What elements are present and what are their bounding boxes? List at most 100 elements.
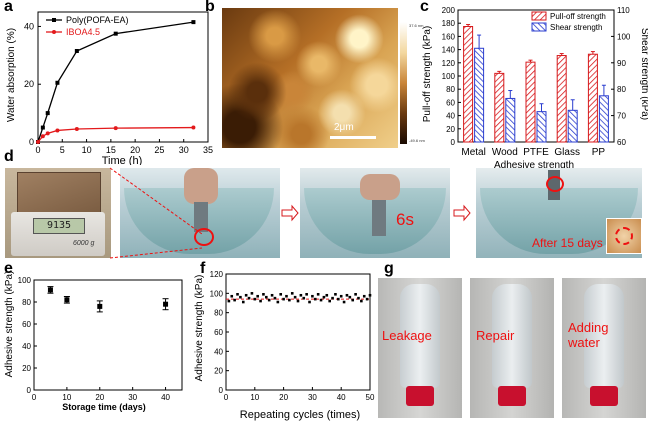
x-tick-label: 30 bbox=[128, 393, 137, 402]
x-tick-label: 30 bbox=[308, 393, 317, 402]
data-point bbox=[293, 295, 297, 299]
legend-label: Poly(POFA-EA) bbox=[66, 15, 129, 25]
legend-swatch bbox=[531, 22, 547, 32]
panel-label-d: d bbox=[4, 148, 14, 165]
data-point bbox=[256, 294, 259, 298]
y-tick-label: 40 bbox=[22, 342, 31, 351]
inset-photo bbox=[606, 218, 642, 254]
data-point bbox=[36, 140, 40, 144]
category-label: Glass bbox=[554, 147, 580, 158]
x-tick-label: 10 bbox=[250, 393, 259, 402]
panel-label-g: g bbox=[384, 260, 394, 277]
x-tick-label: 30 bbox=[179, 145, 189, 155]
y-right-tick-label: 90 bbox=[617, 59, 626, 68]
bottle-cap bbox=[406, 386, 434, 406]
scale-bar bbox=[330, 136, 376, 139]
y-tick-label: 120 bbox=[210, 270, 224, 279]
data-point bbox=[241, 300, 245, 304]
y-tick-label: 200 bbox=[442, 6, 456, 15]
data-point bbox=[191, 125, 196, 130]
legend-marker bbox=[52, 18, 56, 22]
data-point bbox=[259, 299, 262, 303]
data-point bbox=[345, 293, 349, 297]
highlight-circle bbox=[194, 228, 214, 246]
data-point bbox=[302, 296, 306, 300]
data-point bbox=[313, 297, 317, 301]
y-tick-label: 100 bbox=[18, 276, 32, 285]
y-tick-label: 120 bbox=[442, 59, 456, 68]
g-label-leakage: Leakage bbox=[382, 328, 432, 343]
y-right-tick-label: 70 bbox=[617, 112, 626, 121]
legend-label: IBOA4.5 bbox=[66, 27, 100, 37]
data-point bbox=[360, 299, 363, 303]
y-tick-label: 180 bbox=[442, 19, 456, 28]
bottle bbox=[400, 284, 440, 388]
y-tick-label: 40 bbox=[446, 112, 455, 121]
pull-off-bar bbox=[463, 26, 474, 143]
data-point bbox=[308, 300, 311, 304]
pull-off-bar bbox=[556, 55, 567, 143]
y-tick-label: 20 bbox=[446, 125, 455, 134]
bottle bbox=[584, 284, 624, 388]
data-point bbox=[74, 49, 79, 53]
data-point bbox=[113, 126, 118, 131]
data-point bbox=[354, 293, 357, 296]
y-tick-label: 80 bbox=[446, 85, 455, 94]
hand-shape bbox=[184, 168, 218, 204]
category-label: Wood bbox=[492, 147, 518, 158]
data-point bbox=[316, 293, 320, 296]
data-point bbox=[227, 299, 231, 303]
data-point bbox=[311, 294, 314, 298]
right-arrow-icon bbox=[281, 204, 299, 222]
data-point bbox=[247, 296, 251, 300]
data-point bbox=[285, 294, 288, 298]
chart-e-ylabel: Adhesive strength (kPa) bbox=[4, 271, 15, 378]
shear-bar bbox=[536, 111, 547, 143]
data-point bbox=[342, 300, 346, 304]
data-point bbox=[290, 292, 294, 295]
data-point bbox=[47, 287, 53, 293]
y-tick-label: 0 bbox=[29, 137, 34, 147]
category-label: PP bbox=[592, 147, 606, 158]
y-right-tick-label: 80 bbox=[617, 85, 626, 94]
x-tick-label: 35 bbox=[203, 145, 213, 155]
data-point bbox=[276, 300, 280, 304]
chart-c-ylabel-right: Shear strength (kPa) bbox=[639, 28, 648, 120]
x-tick-label: 10 bbox=[82, 145, 92, 155]
y-right-tick-label: 60 bbox=[617, 138, 626, 147]
data-point bbox=[282, 297, 285, 301]
data-point bbox=[365, 297, 369, 301]
pull-off-bar bbox=[587, 53, 598, 143]
highlight-circle bbox=[546, 176, 564, 192]
data-point bbox=[163, 301, 169, 307]
data-point bbox=[250, 292, 254, 295]
y-tick-label: 0 bbox=[27, 386, 32, 395]
data-point bbox=[296, 299, 300, 303]
data-point bbox=[328, 299, 331, 303]
plot-frame bbox=[225, 273, 371, 391]
bottle-cap bbox=[498, 386, 526, 406]
chart-f: Adhesive strength (kPa) Repeating cycles… bbox=[194, 270, 375, 421]
data-point bbox=[97, 303, 103, 309]
category-label: PTFE bbox=[523, 147, 549, 158]
panel-label-f: f bbox=[200, 260, 206, 277]
y-tick-label: 160 bbox=[442, 32, 456, 41]
pull-off-bar bbox=[525, 61, 536, 143]
y-tick-label: 20 bbox=[24, 79, 34, 89]
photo-bottle-repair: Repair bbox=[470, 278, 554, 418]
scale-bar-label: 2μm bbox=[334, 122, 354, 133]
data-point bbox=[40, 125, 45, 130]
x-tick-label: 20 bbox=[95, 393, 104, 402]
x-tick-label: 40 bbox=[337, 393, 346, 402]
data-point bbox=[45, 131, 50, 136]
plot-frame bbox=[37, 11, 209, 143]
y-tick-label: 0 bbox=[451, 138, 456, 147]
data-point bbox=[55, 80, 60, 85]
y-tick-label: 20 bbox=[214, 367, 223, 376]
y-tick-label: 40 bbox=[24, 21, 34, 31]
time-label: 6s bbox=[396, 210, 414, 229]
chart-a: Water absorption (%) Time (h) 0 5 10 15 20 25… bbox=[6, 11, 213, 165]
chart-c-ylabel-left: Pull-off strength (kPa) bbox=[422, 26, 433, 123]
data-point bbox=[348, 295, 352, 299]
chart-a-ylabel: Water absorption (%) bbox=[6, 28, 17, 122]
